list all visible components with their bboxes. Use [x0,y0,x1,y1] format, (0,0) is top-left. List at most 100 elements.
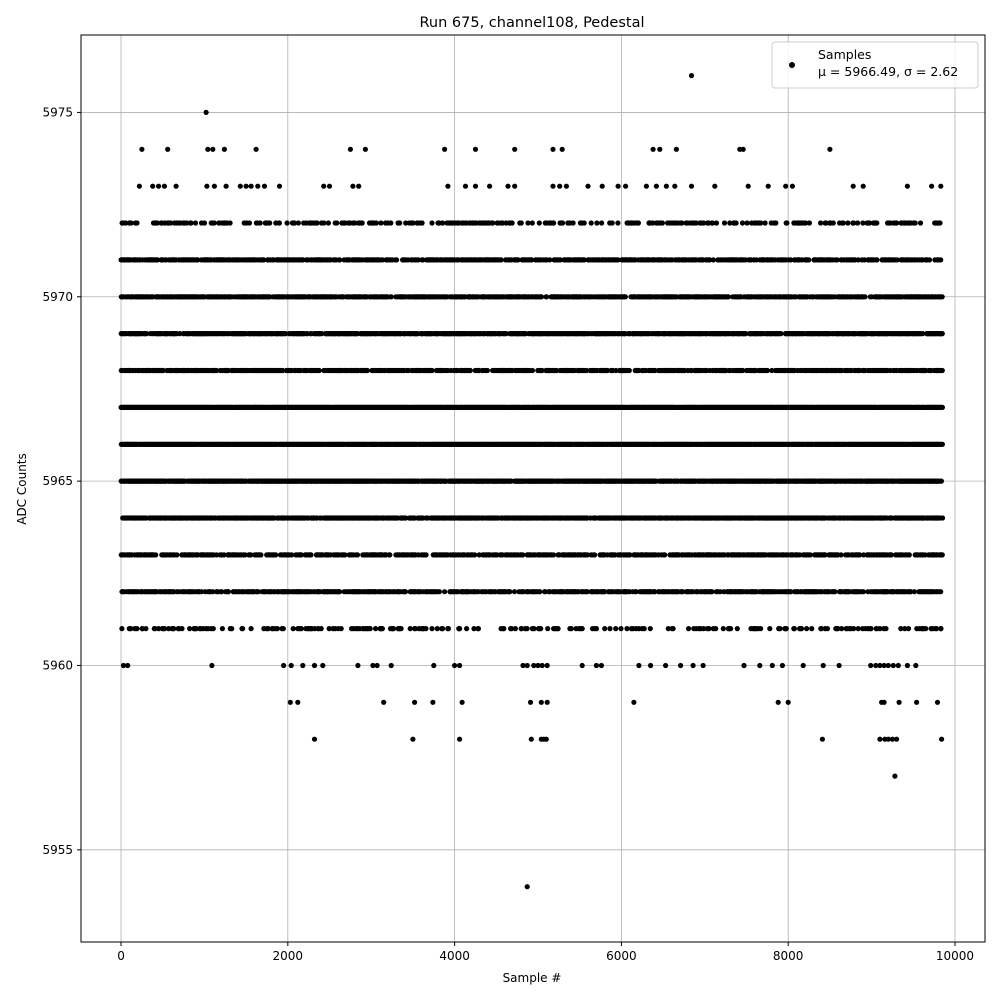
data-point [803,220,809,226]
data-point [845,220,851,226]
data-point [551,220,557,226]
chart-title: Run 675, channel108, Pedestal [419,15,644,31]
data-point [364,367,370,374]
data-point [168,220,174,226]
data-point [581,220,587,226]
data-point [484,367,490,374]
data-points [118,73,946,890]
data-point [693,220,699,226]
data-point [388,294,394,300]
data-point [650,220,656,226]
data-point [509,220,515,226]
data-point [316,367,322,374]
data-point [544,294,550,300]
data-point [861,257,868,263]
data-point [154,220,160,226]
data-point [727,220,733,226]
data-point [710,220,716,226]
data-point [525,220,531,226]
data-point [622,294,629,300]
data-point [773,220,779,226]
data-point [867,220,873,226]
data-point [420,257,426,263]
data-point [560,220,566,226]
data-point [659,220,666,226]
data-point [123,220,129,226]
data-point [490,220,496,226]
data-point [784,220,790,226]
data-point [581,257,587,263]
data-point [536,220,542,226]
data-point [440,220,446,226]
data-point [840,220,846,226]
data-point [713,220,720,226]
data-point [744,220,750,226]
data-point [894,220,900,226]
data-point [498,257,504,263]
data-point [403,220,409,226]
data-point [743,331,749,337]
data-point [806,220,813,226]
data-point [518,220,524,226]
data-point [246,220,253,226]
data-point [397,220,403,226]
data-point [939,294,945,300]
data-point [938,257,944,263]
data-point [806,257,812,263]
data-point [467,367,473,374]
data-point [912,220,918,226]
data-point [529,257,535,263]
data-point [753,257,759,263]
data-point [679,220,685,226]
data-point [394,257,400,263]
data-point [594,220,600,226]
data-point [419,220,425,226]
data-point [257,220,263,226]
data-point [937,220,943,226]
data-point [388,220,394,226]
data-point [701,220,707,226]
data-point [359,220,365,226]
data-point [515,257,521,263]
data-point [321,220,327,226]
data-point [261,257,267,263]
data-point [177,331,183,337]
data-point [291,220,298,226]
data-point [325,220,331,226]
data-point [154,257,160,263]
data-point [721,220,728,226]
data-point [939,367,945,374]
data-point [818,220,824,226]
data-point [378,220,384,226]
data-point [547,257,553,263]
data-point [227,220,233,226]
data-point [615,257,621,263]
data-point [855,257,861,263]
data-point [319,331,325,337]
data-point [939,331,945,337]
data-point [588,220,594,226]
data-point [284,220,290,226]
data-point [183,220,190,226]
data-point [926,257,933,263]
data-point [410,220,416,226]
data-point [874,220,880,226]
data-point [134,220,140,226]
data-point [201,220,208,226]
data-point [144,331,150,337]
data-point [862,294,868,300]
data-point [920,331,926,337]
data-point [874,257,880,263]
data-point [373,220,379,226]
data-point [725,294,732,300]
data-point [830,220,836,226]
data-point [834,257,840,263]
data-point [334,220,340,226]
data-point [557,257,563,263]
data-point [860,220,866,226]
data-point [211,220,217,226]
data-point [295,220,301,226]
data-point [764,367,771,374]
